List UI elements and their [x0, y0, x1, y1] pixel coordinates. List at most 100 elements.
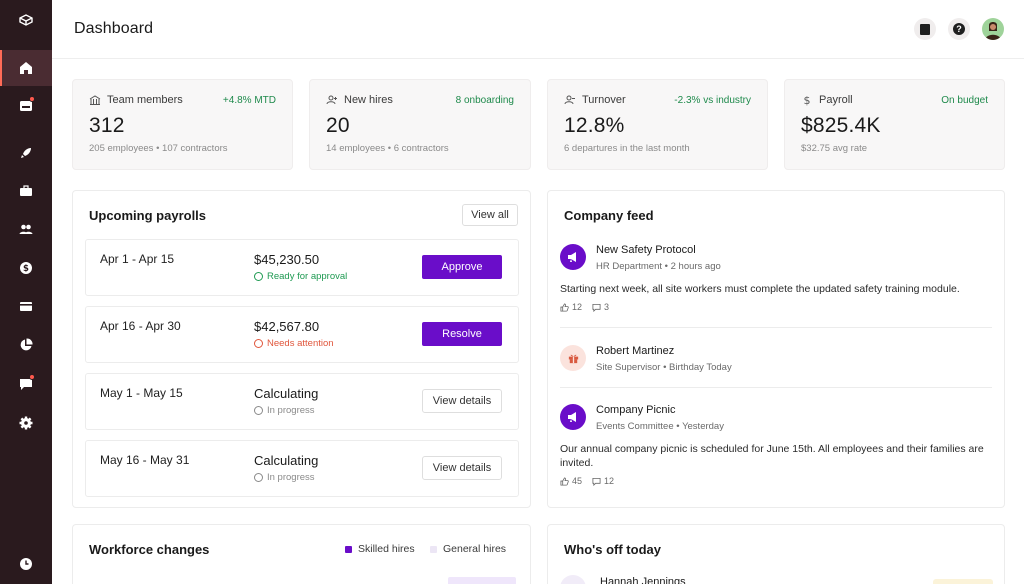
- section-title: Who's off today: [564, 542, 661, 557]
- payroll-status: Ready for approval: [254, 271, 347, 282]
- stat-card-turnover[interactable]: Turnover -2.3% vs industry 12.8% 6 depar…: [547, 79, 768, 170]
- payroll-amount: Calculating: [254, 453, 319, 468]
- sidebar-item-cards[interactable]: [0, 288, 52, 324]
- rocket-icon: [21, 148, 31, 158]
- sidebar-item-messages[interactable]: [0, 366, 52, 402]
- comment-icon: [592, 477, 601, 486]
- user-plus-icon: [326, 95, 337, 105]
- clock-icon: [254, 406, 263, 415]
- briefcase-icon: [20, 185, 32, 196]
- resolve-button[interactable]: Resolve: [422, 322, 502, 346]
- stat-delta: On budget: [941, 95, 988, 106]
- stat-value: $825.4K: [801, 114, 881, 137]
- view-details-button[interactable]: View details: [422, 456, 502, 480]
- feed-title: New Safety Protocol: [596, 244, 696, 256]
- sidebar-item-inbox[interactable]: [0, 88, 52, 124]
- svg-text:$: $: [23, 264, 29, 274]
- feed-post[interactable]: Robert Martinez Site Supervisor • Birthd…: [560, 345, 992, 373]
- payroll-range: Apr 1 - Apr 15: [100, 252, 175, 266]
- sidebar-item-launch[interactable]: [0, 135, 52, 171]
- stat-label: Team members: [107, 94, 183, 106]
- like-button[interactable]: 12: [560, 302, 582, 312]
- megaphone-icon: [560, 244, 586, 270]
- thumbs-up-icon: [560, 476, 569, 486]
- dollar-icon: $: [804, 94, 811, 106]
- sidebar-item-payroll[interactable]: $: [0, 250, 52, 286]
- payroll-row: May 1 - May 15 Calculating In progress V…: [85, 373, 519, 430]
- pie-chart-icon: [20, 338, 33, 351]
- person-name: Hannah Jennings: [600, 576, 686, 584]
- comment-button[interactable]: 3: [592, 302, 609, 312]
- feed-post[interactable]: New Safety Protocol HR Department • 2 ho…: [560, 244, 992, 316]
- upcoming-payrolls-card: Upcoming payrolls View all Apr 1 - Apr 1…: [72, 190, 531, 508]
- feed-post[interactable]: Company Picnic Events Committee • Yester…: [560, 404, 992, 490]
- payroll-status: In progress: [254, 472, 315, 483]
- feed-meta: HR Department • 2 hours ago: [596, 261, 721, 272]
- user-avatar[interactable]: [982, 18, 1004, 40]
- help-button[interactable]: ?: [948, 18, 970, 40]
- stat-delta: -2.3% vs industry: [674, 95, 751, 106]
- users-icon: [19, 224, 33, 234]
- stat-card-team-members[interactable]: Team members +4.8% MTD 312 205 employees…: [72, 79, 293, 170]
- docs-button[interactable]: [914, 18, 936, 40]
- sidebar-item-home[interactable]: [0, 50, 52, 86]
- comment-icon: [592, 303, 601, 312]
- sidebar-item-jobs[interactable]: [0, 173, 52, 209]
- section-title: Workforce changes: [89, 542, 210, 557]
- status-badge: [933, 579, 993, 584]
- building-icon: [89, 95, 101, 105]
- like-button[interactable]: 45: [560, 476, 582, 486]
- workforce-changes-card: Workforce changes Skilled hires General …: [72, 524, 531, 584]
- payroll-range: Apr 16 - Apr 30: [100, 319, 181, 333]
- stat-card-payroll[interactable]: $ Payroll On budget $825.4K $32.75 avg r…: [784, 79, 1005, 170]
- feed-meta: Site Supervisor • Birthday Today: [596, 362, 732, 373]
- payroll-row: May 16 - May 31 Calculating In progress …: [85, 440, 519, 497]
- stat-value: 312: [89, 114, 125, 137]
- feed-body: Starting next week, all site workers mus…: [560, 283, 960, 295]
- user-minus-icon: [564, 95, 575, 105]
- stat-subtext: 6 departures in the last month: [564, 143, 690, 154]
- notification-dot: [29, 96, 35, 102]
- payroll-range: May 16 - May 31: [100, 453, 190, 467]
- sidebar-item-settings[interactable]: [0, 405, 52, 441]
- payroll-row: Apr 1 - Apr 15 $45,230.50 Ready for appr…: [85, 239, 519, 296]
- legend-item: General hires: [430, 543, 506, 555]
- section-title: Company feed: [564, 208, 654, 223]
- stat-label: Turnover: [582, 94, 626, 106]
- payroll-range: May 1 - May 15: [100, 386, 183, 400]
- avatar: [560, 575, 586, 584]
- feed-title: Robert Martinez: [596, 345, 675, 357]
- payroll-amount: $42,567.80: [254, 319, 320, 334]
- book-icon: [920, 23, 930, 35]
- divider: [560, 327, 992, 328]
- view-all-button[interactable]: View all: [462, 204, 518, 226]
- payroll-row: Apr 16 - Apr 30 $42,567.80 Needs attenti…: [85, 306, 519, 363]
- view-details-button[interactable]: View details: [422, 389, 502, 413]
- sidebar-item-people[interactable]: [0, 211, 52, 247]
- stat-subtext: 14 employees • 6 contractors: [326, 143, 449, 154]
- top-header: Dashboard ?: [52, 0, 1024, 59]
- stat-value: 20: [326, 114, 350, 137]
- svg-text:$: $: [804, 94, 811, 106]
- payroll-status: Needs attention: [254, 338, 334, 349]
- sidebar-item-reports[interactable]: [0, 327, 52, 363]
- approve-button[interactable]: Approve: [422, 255, 502, 279]
- notification-dot: [29, 374, 35, 380]
- sidebar: $: [0, 0, 52, 584]
- stat-delta: 8 onboarding: [455, 95, 514, 106]
- payroll-status: In progress: [254, 405, 315, 416]
- chat-icon: [20, 379, 32, 390]
- stat-card-new-hires[interactable]: New hires 8 onboarding 20 14 employees •…: [309, 79, 531, 170]
- stat-delta: +4.8% MTD: [222, 95, 276, 106]
- help-icon: ?: [953, 23, 965, 35]
- divider: [560, 387, 992, 388]
- alert-circle-icon: [254, 339, 263, 348]
- inbox-icon: [20, 101, 32, 111]
- payroll-amount: $45,230.50: [254, 252, 320, 267]
- sidebar-item-time-off[interactable]: [0, 546, 52, 582]
- section-title: Upcoming payrolls: [89, 208, 207, 223]
- logo-icon[interactable]: [0, 2, 52, 38]
- comment-button[interactable]: 12: [592, 476, 614, 486]
- stat-subtext: 205 employees • 107 contractors: [89, 143, 228, 154]
- dollar-icon: $: [20, 262, 32, 274]
